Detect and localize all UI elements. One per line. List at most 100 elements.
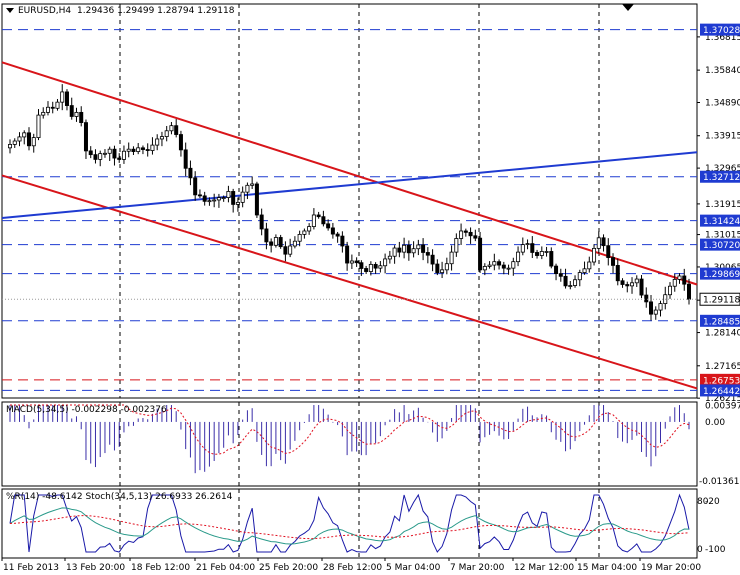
candle-body: [93, 154, 98, 160]
chart-ohlc-readout: 1.29436 1.29499 1.28794 1.29118: [77, 6, 235, 16]
candle-body: [79, 111, 84, 124]
price-tick-label: 1.27165: [705, 362, 740, 372]
candle-body: [620, 280, 625, 285]
candle-body: [121, 150, 126, 160]
candle-body: [183, 149, 188, 169]
candle-body: [411, 248, 416, 254]
candle-body: [630, 282, 635, 287]
main-panel: [1, 3, 698, 399]
candle-body: [41, 111, 46, 116]
candle-body: [535, 252, 540, 256]
price-tick-label: 1.35840: [705, 66, 740, 76]
candle-body: [378, 265, 383, 269]
trend-line: [1, 61, 698, 286]
candle-body: [311, 214, 316, 227]
candle-body: [107, 148, 112, 154]
candle-body: [60, 91, 65, 103]
candle-body: [364, 268, 369, 272]
price-tick-label: 1.31015: [705, 231, 740, 241]
candle-body: [554, 265, 559, 274]
candle-body: [511, 261, 516, 269]
candle-body: [653, 309, 658, 315]
candle-body: [530, 243, 535, 253]
candle-body: [402, 244, 407, 253]
price-tick-label: 1.32965: [705, 164, 740, 174]
time-tick-label: 18 Feb 12:00: [131, 563, 190, 573]
candle-body: [159, 136, 164, 140]
level-tag: [700, 214, 740, 227]
candle-body: [406, 244, 411, 254]
candle-body: [497, 261, 502, 266]
oscillator-tick-label: -100: [705, 545, 726, 555]
candle-body: [36, 114, 41, 139]
oscillator-tick-label: 0: [697, 545, 703, 555]
candle-body: [164, 130, 169, 137]
candle-body: [136, 147, 141, 152]
time-tick-label: 15 Mar 04:00: [577, 563, 637, 573]
candle-body: [26, 132, 31, 147]
dropdown-arrow-icon: [6, 8, 14, 13]
candle-body: [254, 183, 259, 216]
time-tick-label: 5 Mar 04:00: [386, 563, 441, 573]
macd-tick-label: 0.00: [705, 418, 725, 428]
candle-body: [421, 244, 426, 253]
time-tick-label: 13 Feb 20:00: [66, 563, 125, 573]
macd-tick-label: 0.003977: [705, 402, 740, 412]
candle-body: [359, 262, 364, 269]
oscillator-tick-label: 80: [697, 497, 709, 507]
candle-body: [672, 278, 677, 287]
price-tick-label: 1.36815: [705, 33, 740, 43]
candle-body: [197, 194, 202, 197]
candle-body: [397, 247, 402, 253]
price-tick-label: 1.26215: [705, 394, 740, 404]
candle-body: [649, 301, 654, 315]
candle-body: [7, 144, 12, 149]
candle-body: [444, 263, 449, 271]
candle-body: [112, 148, 117, 159]
candle-body: [245, 184, 250, 193]
candle-body: [516, 251, 521, 263]
time-tick-label: 28 Feb 12:00: [323, 563, 382, 573]
candle-body: [221, 197, 226, 199]
candle-body: [345, 245, 350, 264]
candle-body: [606, 245, 611, 258]
candle-body: [368, 263, 373, 272]
candle-body: [240, 191, 245, 203]
level-tag-label: 1.31424: [703, 217, 740, 227]
candle-body: [639, 278, 644, 296]
price-tick-label: 1.31915: [705, 200, 740, 210]
candle-body: [178, 134, 183, 151]
candle-body: [31, 137, 36, 147]
level-tag-label: 1.30720: [703, 241, 740, 251]
candle-body: [216, 197, 221, 201]
candle-body: [687, 283, 692, 300]
candle-body: [102, 152, 107, 155]
candle-body: [83, 122, 88, 152]
oscillator-panel: [1, 488, 698, 559]
candle-body: [563, 275, 568, 287]
candle-body: [449, 251, 454, 265]
candle-body: [468, 231, 473, 237]
candle-body: [150, 144, 155, 151]
candle-body: [392, 247, 397, 257]
candle-body: [544, 251, 549, 253]
candles-group: [7, 84, 692, 321]
level-tag-label: 1.28485: [703, 317, 740, 327]
trend-line: [1, 174, 698, 390]
candle-body: [297, 234, 302, 242]
candle-body: [625, 284, 630, 287]
candle-body: [140, 147, 145, 150]
time-tick-label: 12 Mar 12:00: [514, 563, 574, 573]
candle-body: [387, 255, 392, 260]
time-tick-label: 25 Feb 20:00: [259, 563, 318, 573]
level-tag: [700, 170, 740, 183]
candle-body: [45, 106, 50, 113]
candle-body: [539, 251, 544, 256]
candle-body: [682, 275, 687, 285]
shift-marker-icon: [622, 4, 634, 11]
candle-body: [416, 244, 421, 250]
candle-body: [577, 272, 582, 281]
candle-body: [326, 223, 331, 229]
level-tag: [700, 384, 740, 397]
